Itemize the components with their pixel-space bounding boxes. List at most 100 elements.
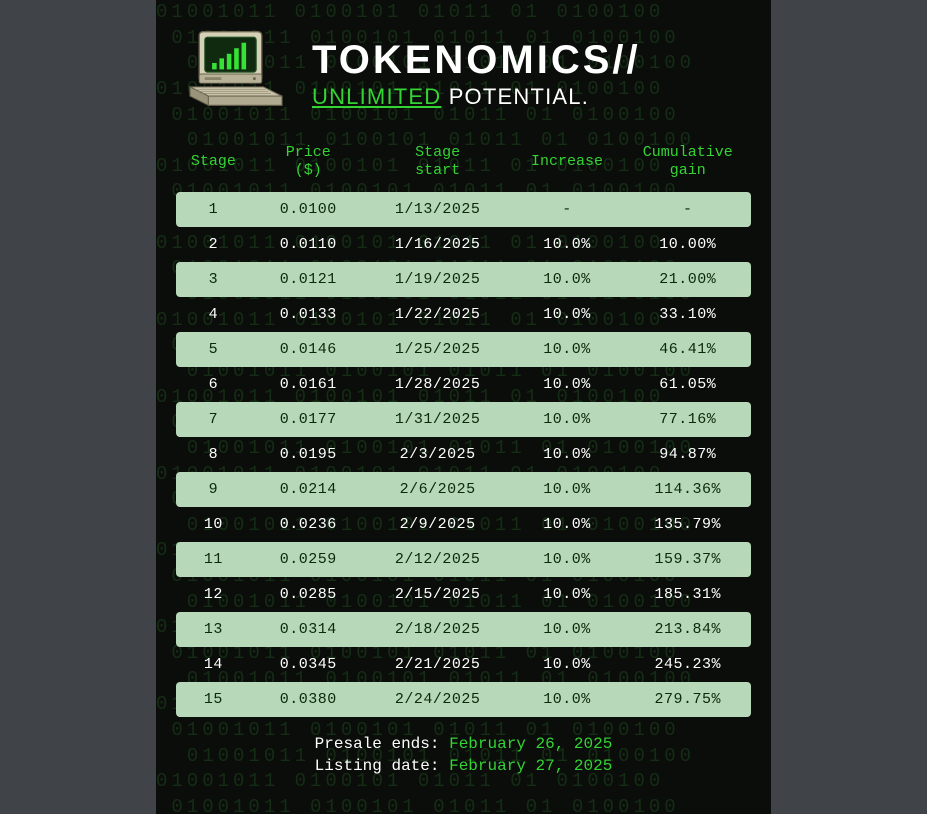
table-row: 120.02852/15/202510.0%185.31% (176, 577, 751, 612)
col-header: Cumulativegain (625, 134, 752, 192)
table-cell: 11 (176, 542, 251, 577)
table-cell: 0.0236 (251, 507, 366, 542)
table-cell: 1 (176, 192, 251, 227)
table-cell: 10.0% (510, 402, 625, 437)
table-cell: 5 (176, 332, 251, 367)
table-cell: 213.84% (625, 612, 752, 647)
table-row: 100.02362/9/202510.0%135.79% (176, 507, 751, 542)
table-row: 150.03802/24/202510.0%279.75% (176, 682, 751, 717)
table-cell: 0.0177 (251, 402, 366, 437)
table-cell: 245.23% (625, 647, 752, 682)
table-cell: 10.00% (625, 227, 752, 262)
table-row: 30.01211/19/202510.0%21.00% (176, 262, 751, 297)
subtitle-rest: POTENTIAL. (449, 84, 589, 109)
table-cell: 0.0161 (251, 367, 366, 402)
table-cell: 6 (176, 367, 251, 402)
table-cell: 2/3/2025 (366, 437, 510, 472)
table-cell: 0.0195 (251, 437, 366, 472)
table-cell: 0.0214 (251, 472, 366, 507)
listing-label: Listing date: (315, 757, 440, 775)
table-row: 60.01611/28/202510.0%61.05% (176, 367, 751, 402)
content-wrap: TOKENOMICS// UNLIMITED POTENTIAL. StageP… (176, 20, 751, 778)
table-cell: 13 (176, 612, 251, 647)
table-cell: 1/25/2025 (366, 332, 510, 367)
table-cell: 10.0% (510, 262, 625, 297)
table-cell: 2/24/2025 (366, 682, 510, 717)
table-cell: - (625, 192, 752, 227)
table-cell: 15 (176, 682, 251, 717)
page-subtitle: UNLIMITED POTENTIAL. (312, 86, 641, 108)
table-cell: 10.0% (510, 437, 625, 472)
presale-label: Presale ends: (315, 735, 440, 753)
table-cell: - (510, 192, 625, 227)
table-cell: 0.0100 (251, 192, 366, 227)
table-cell: 10 (176, 507, 251, 542)
table-cell: 2 (176, 227, 251, 262)
table-cell: 10.0% (510, 472, 625, 507)
table-header-row: StagePrice($)StagestartIncreaseCumulativ… (176, 134, 751, 192)
table-cell: 9 (176, 472, 251, 507)
table-cell: 0.0110 (251, 227, 366, 262)
table-cell: 12 (176, 577, 251, 612)
title-block: TOKENOMICS// UNLIMITED POTENTIAL. (312, 40, 641, 108)
table-cell: 94.87% (625, 437, 752, 472)
table-cell: 10.0% (510, 682, 625, 717)
col-header: Stagestart (366, 134, 510, 192)
table-cell: 1/22/2025 (366, 297, 510, 332)
table-cell: 1/31/2025 (366, 402, 510, 437)
table-cell: 159.37% (625, 542, 752, 577)
table-cell: 1/13/2025 (366, 192, 510, 227)
table-cell: 185.31% (625, 577, 752, 612)
table-cell: 21.00% (625, 262, 752, 297)
presale-line: Presale ends: February 26, 2025 (176, 733, 751, 755)
table-cell: 1/19/2025 (366, 262, 510, 297)
table-row: 10.01001/13/2025-- (176, 192, 751, 227)
table-row: 110.02592/12/202510.0%159.37% (176, 542, 751, 577)
table-cell: 77.16% (625, 402, 752, 437)
table-row: 80.01952/3/202510.0%94.87% (176, 437, 751, 472)
table-cell: 10.0% (510, 542, 625, 577)
table-cell: 0.0345 (251, 647, 366, 682)
table-cell: 10.0% (510, 612, 625, 647)
table-cell: 3 (176, 262, 251, 297)
subtitle-highlighted: UNLIMITED (312, 84, 441, 109)
table-cell: 0.0259 (251, 542, 366, 577)
col-header: Stage (176, 134, 251, 192)
table-cell: 10.0% (510, 332, 625, 367)
header: TOKENOMICS// UNLIMITED POTENTIAL. (176, 20, 751, 134)
table-cell: 4 (176, 297, 251, 332)
table-cell: 2/21/2025 (366, 647, 510, 682)
presale-value: February 26, 2025 (449, 735, 612, 753)
table-row: 70.01771/31/202510.0%77.16% (176, 402, 751, 437)
table-row: 40.01331/22/202510.0%33.10% (176, 297, 751, 332)
table-cell: 2/9/2025 (366, 507, 510, 542)
table-cell: 8 (176, 437, 251, 472)
table-cell: 0.0146 (251, 332, 366, 367)
table-cell: 0.0314 (251, 612, 366, 647)
table-cell: 0.0133 (251, 297, 366, 332)
listing-value: February 27, 2025 (449, 757, 612, 775)
col-header: Price($) (251, 134, 366, 192)
table-cell: 10.0% (510, 647, 625, 682)
table-cell: 279.75% (625, 682, 752, 717)
table-cell: 10.0% (510, 577, 625, 612)
table-cell: 46.41% (625, 332, 752, 367)
table-cell: 10.0% (510, 507, 625, 542)
table-cell: 10.0% (510, 227, 625, 262)
table-cell: 114.36% (625, 472, 752, 507)
table-row: 140.03452/21/202510.0%245.23% (176, 647, 751, 682)
table-cell: 135.79% (625, 507, 752, 542)
retro-computer-icon (180, 28, 292, 120)
table-row: 50.01461/25/202510.0%46.41% (176, 332, 751, 367)
table-row: 130.03142/18/202510.0%213.84% (176, 612, 751, 647)
col-header: Increase (510, 134, 625, 192)
page-title: TOKENOMICS// (312, 40, 641, 80)
table-cell: 0.0380 (251, 682, 366, 717)
table-cell: 2/18/2025 (366, 612, 510, 647)
tokenomics-panel: 01001011 0100101 01011 01 0100100 010010… (156, 0, 771, 814)
stages-table: StagePrice($)StagestartIncreaseCumulativ… (176, 134, 751, 717)
table-cell: 7 (176, 402, 251, 437)
table-cell: 0.0285 (251, 577, 366, 612)
footer: Presale ends: February 26, 2025 Listing … (176, 733, 751, 778)
table-cell: 2/6/2025 (366, 472, 510, 507)
